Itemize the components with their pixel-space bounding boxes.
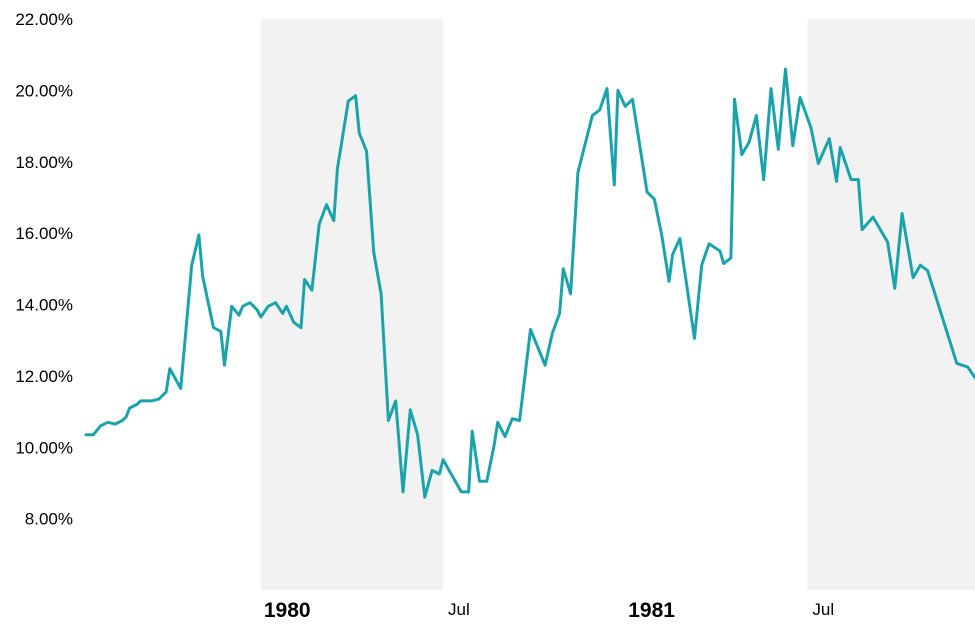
y-tick-label: 18.00% — [15, 153, 73, 172]
y-axis-ticks: 8.00% 10.00% 12.00% 14.00% 16.00% 18.00% 20.00… — [15, 10, 73, 529]
y-tick-label: 14.00% — [15, 296, 73, 315]
x-tick-label: 1981 — [628, 599, 675, 622]
shaded-period-1 — [260, 19, 444, 590]
y-tick-label: 10.00% — [15, 438, 73, 457]
y-tick-label: 20.00% — [15, 81, 73, 100]
series-line — [84, 67, 975, 499]
shaded-periods — [260, 19, 975, 590]
x-tick-label: 1980 — [264, 599, 311, 622]
y-tick-label: 12.00% — [15, 367, 73, 386]
y-tick-label: 8.00% — [25, 510, 73, 529]
x-axis-ticks: 1980 Jul 1981 Jul — [264, 599, 834, 622]
y-tick-label: 16.00% — [15, 224, 73, 243]
y-tick-label: 22.00% — [15, 10, 73, 29]
shaded-period-2 — [807, 19, 975, 590]
x-tick-label: Jul — [812, 600, 834, 619]
x-tick-label: Jul — [448, 600, 470, 619]
series-layer — [84, 67, 975, 499]
